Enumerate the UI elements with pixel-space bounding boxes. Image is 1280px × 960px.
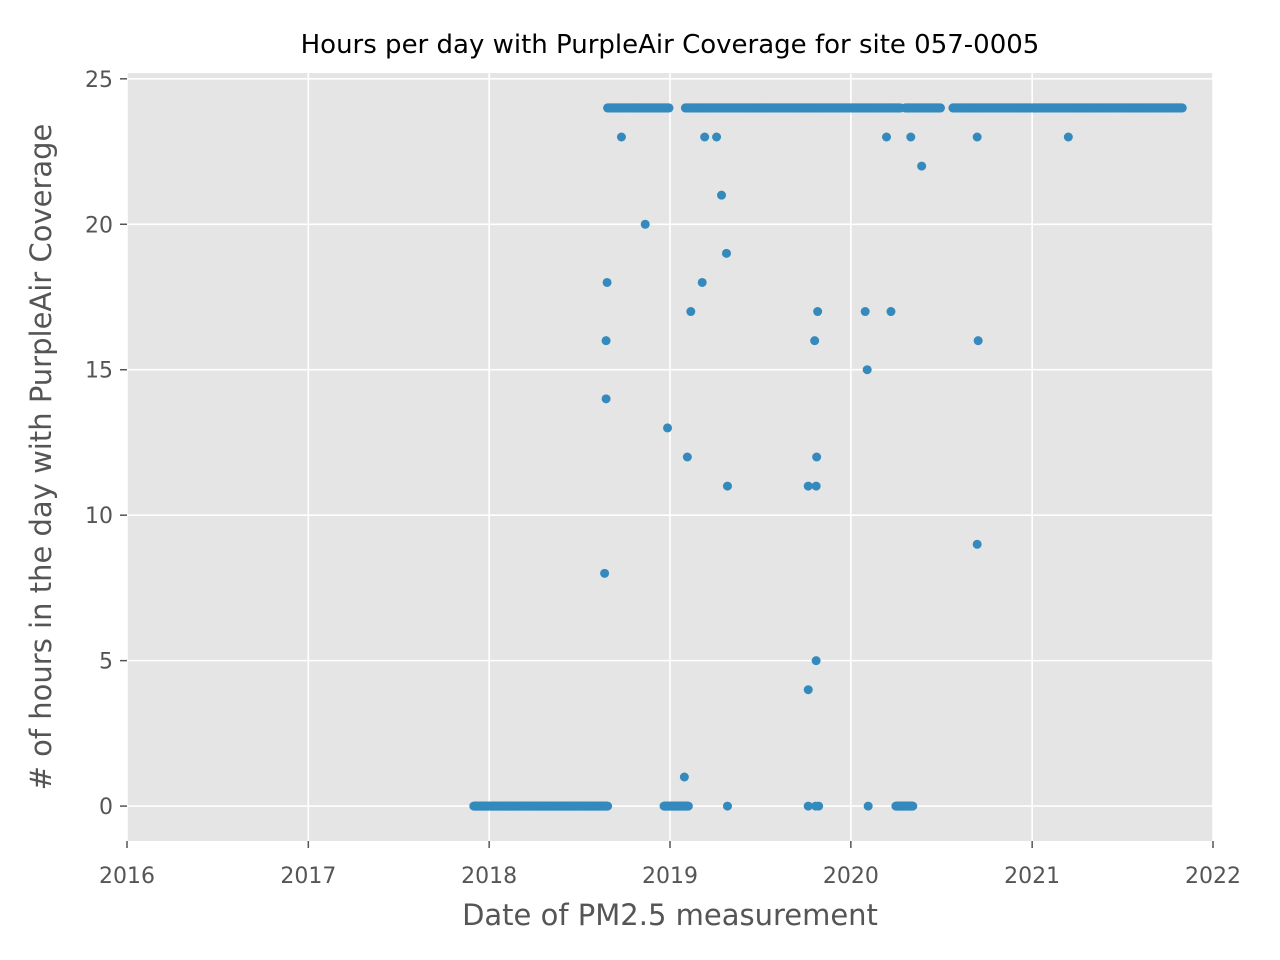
grid-lines [126,73,1214,841]
data-point [664,103,674,113]
x-tick-label: 2022 [1185,864,1241,889]
data-point [814,801,824,811]
y-tick-label: 15 [85,359,113,384]
data-point [700,132,710,142]
data-point [906,132,916,142]
data-point [973,336,983,346]
y-tick-label: 10 [85,504,113,529]
data-point [803,801,813,811]
data-point [882,132,892,142]
data-point [600,568,610,578]
data-point [1177,103,1187,113]
data-point [803,481,813,491]
data-point [908,801,918,811]
data-point [683,801,693,811]
data-point [811,656,821,666]
data-point [717,190,727,200]
data-point [862,365,872,375]
data-point [663,423,673,433]
data-point [1063,132,1073,142]
data-point [917,161,927,171]
data-point [936,103,946,113]
data-point [722,801,732,811]
x-tick-label: 2018 [461,864,517,889]
data-point [886,307,896,317]
chart-title: Hours per day with PurpleAir Coverage fo… [301,30,1040,60]
data-point [722,481,732,491]
x-tick-label: 2016 [99,864,155,889]
data-point [697,277,707,287]
data-point [616,132,626,142]
data-point [712,132,722,142]
y-axis-label: # of hours in the day with PurpleAir Cov… [24,124,58,791]
x-tick-label: 2017 [280,864,336,889]
data-point [812,452,822,462]
data-point [601,394,611,404]
data-point [721,248,731,258]
x-tick-label: 2021 [1004,864,1060,889]
data-points [469,103,1187,811]
data-point [860,307,870,317]
y-axis-ticks: 0 5 10 15 20 25 [85,68,127,820]
data-point [810,336,820,346]
data-point [863,801,873,811]
data-point [602,277,612,287]
data-point [972,539,982,549]
x-tick-label: 2019 [642,864,698,889]
data-point [679,772,689,782]
y-tick-label: 25 [85,68,113,93]
x-axis-label: Date of PM2.5 measurement [462,898,878,932]
data-point [601,336,611,346]
data-point [640,219,650,229]
y-tick-label: 20 [85,213,113,238]
data-point [813,307,823,317]
data-point [803,685,813,695]
x-tick-label: 2020 [823,864,879,889]
x-axis-ticks: 2016 2017 2018 2019 2020 2021 2022 [99,841,1241,889]
data-point [682,452,692,462]
data-point [972,132,982,142]
data-point [686,307,696,317]
y-tick-label: 5 [99,650,113,675]
data-point [811,481,821,491]
data-point [603,801,613,811]
y-tick-label: 0 [99,795,113,820]
